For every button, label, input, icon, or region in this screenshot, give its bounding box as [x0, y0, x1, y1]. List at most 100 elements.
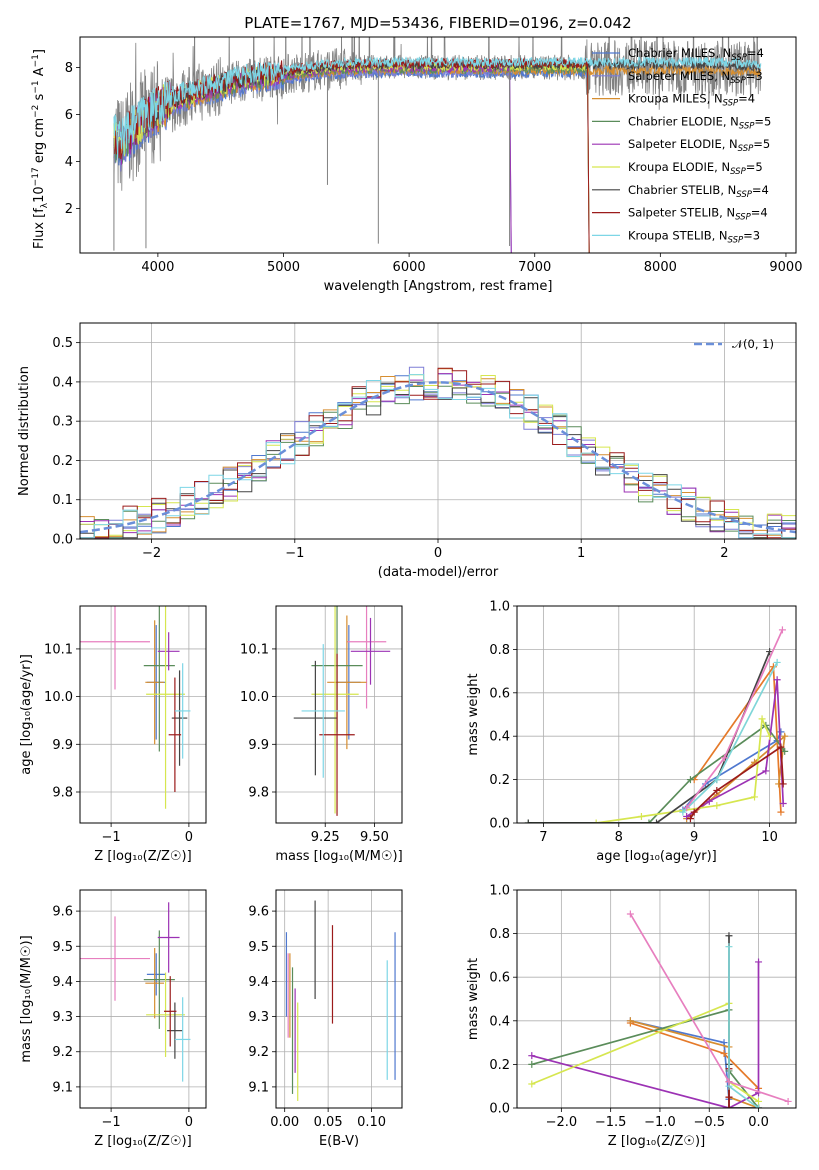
- mass-weight-marker: [781, 747, 789, 755]
- y-axis-label-part: −2: [31, 105, 41, 118]
- legend-text: =5: [746, 160, 763, 174]
- error-bar-point: [146, 953, 166, 996]
- mass-weight-line: [596, 718, 771, 823]
- x-tick-label: −1: [285, 546, 304, 561]
- y-tick-label: 8: [65, 61, 73, 76]
- plot-area: [80, 890, 206, 1108]
- x-axis-label: E(B-V): [319, 1134, 359, 1149]
- y-tick-label: 1.0: [489, 600, 510, 615]
- x-tick-label: 0: [185, 1115, 193, 1130]
- x-tick-label: −1.0: [644, 1115, 676, 1130]
- legend-subscript: SSP: [723, 99, 739, 109]
- legend-text: =5: [753, 137, 770, 151]
- y-tick-label: 9.6: [248, 905, 269, 920]
- y-tick-label: 10.1: [44, 642, 73, 657]
- normal-curve-line: [80, 381, 796, 534]
- x-tick-label: 0.10: [357, 1115, 386, 1130]
- panel-mass-vs-EBV: 0.00 0.05 0.10 9.1 9.2 9.3 9.4 9.5 9.6 E(B-V): [248, 889, 403, 1149]
- legend-text: Salpeter ELODIE, N: [628, 137, 738, 151]
- y-axis-label-part: −17: [31, 167, 41, 186]
- y-tick-label: 9.5: [248, 940, 269, 955]
- x-axis-label: Z [log₁₀(Z/Z☉)]: [94, 849, 191, 864]
- y-tick-label: 9.2: [52, 1045, 73, 1060]
- legend-subscript: SSP: [730, 76, 746, 86]
- legend-text: Chabrier STELIB, N: [628, 183, 736, 197]
- error-bar-point: [143, 606, 175, 752]
- mass-weight-marker: [679, 808, 687, 816]
- legend-entry: Chabrier ELODIE, NSSP=5: [628, 114, 771, 131]
- y-axis-label: age [log₁₀(age/yr)]: [19, 654, 34, 775]
- x-tick-label: −2: [142, 546, 161, 561]
- axes-frame: [275, 889, 403, 1109]
- mass-weight-marker: [637, 812, 645, 820]
- mass-weight-marker: [773, 676, 781, 684]
- x-tick-label: 0.00: [270, 1115, 299, 1130]
- y-tick-label: 9.6: [52, 905, 73, 920]
- mass-weight-marker: [524, 819, 532, 823]
- mass-weight-marker: [778, 626, 786, 634]
- x-tick-label: −1: [102, 830, 121, 845]
- legend-subscript: SSP: [730, 167, 746, 177]
- mass-weight-marker: [720, 1050, 728, 1057]
- y-tick-label: 10.0: [44, 690, 73, 705]
- mass-weight-marker: [725, 1078, 733, 1086]
- legend-entry: Chabrier STELIB, NSSP=4: [628, 183, 769, 200]
- y-tick-label: 0.2: [52, 454, 73, 469]
- mass-weight-line: [528, 724, 786, 823]
- x-tick-label: 9.25: [311, 830, 340, 845]
- legend-entry: Chabrier MILES, NSSP=4: [628, 46, 764, 63]
- panel-age-vs-Z: −1 0 9.8 9.9 10.0 10.1 Z [log₁₀(Z/Z☉)] age [log…: [19, 605, 207, 864]
- legend-text: =4: [747, 46, 764, 60]
- mass-weight-marker: [686, 776, 694, 784]
- y-axis-label-part: −1: [31, 80, 41, 93]
- y-axis-label: mass [log₁₀(M/M☉)]: [19, 935, 34, 1062]
- panel-spectrum: 4000 5000 6000 7000 8000 9000 2 4 6 8 wavelength […: [31, 36, 802, 294]
- x-tick-label: −2.0: [546, 1115, 578, 1130]
- y-tick-label: 0.8: [489, 643, 510, 658]
- legend-text: =4: [738, 92, 755, 106]
- mass-weight-line: [531, 961, 760, 1108]
- legend-text: =3: [743, 228, 760, 242]
- mass-weight-marker: [773, 658, 781, 666]
- y-tick-label: 9.9: [52, 738, 73, 753]
- x-axis-label: (data-model)/error: [378, 565, 499, 580]
- panel-residual-histogram: −2 −1 0 1 2 0.0 0.1 0.2 0.3 0.4 0.5 (data-model)/er…: [17, 322, 797, 580]
- mass-weight-marker: [705, 797, 713, 805]
- x-axis-label: Z [log₁₀(Z/Z☉)]: [94, 1134, 191, 1149]
- legend-text: Chabrier MILES, N: [628, 46, 731, 60]
- x-tick-label: 4000: [141, 260, 174, 275]
- legend-entry: 𝒩(0, 1): [732, 337, 774, 351]
- mass-weight-marker: [592, 819, 600, 823]
- mass-weight-marker: [725, 1093, 733, 1101]
- legend-subscript: SSP: [731, 53, 747, 63]
- x-tick-label: 0.05: [314, 1115, 343, 1130]
- mass-weight-marker: [626, 1017, 634, 1025]
- x-tick-label: −1.5: [595, 1115, 627, 1130]
- mass-weight-marker: [686, 815, 694, 823]
- y-tick-label: 1.0: [489, 884, 510, 899]
- panel-massweight-vs-Z: −2.0 −1.5 −1.0 −0.5 0.0 0.0 0.2 0.4 0.6 0.8 1.0 Z […: [466, 884, 797, 1149]
- y-tick-label: 0.8: [489, 927, 510, 942]
- y-axis-label-part: Flux [f: [32, 208, 47, 249]
- mass-weight-marker: [713, 802, 721, 810]
- legend-text: =5: [754, 114, 771, 128]
- error-bar-point: [174, 663, 191, 759]
- error-bar-point: [157, 632, 180, 671]
- mass-weight-marker: [751, 793, 759, 801]
- legend-subscript: SSP: [738, 144, 754, 154]
- axes-frame: [79, 322, 797, 540]
- x-tick-label: 7000: [518, 260, 551, 275]
- mass-weight-marker: [683, 812, 691, 820]
- y-tick-label: 9.4: [52, 975, 73, 990]
- y-tick-label: 0.5: [52, 336, 73, 351]
- legend-text: =3: [746, 69, 763, 83]
- error-bar-point: [327, 615, 367, 750]
- mass-weight-marker: [766, 732, 774, 740]
- error-bar-point: [168, 677, 182, 792]
- mass-weight-marker: [528, 1060, 536, 1068]
- mass-weight-line: [630, 1022, 760, 1089]
- axes-frame: [275, 605, 403, 824]
- error-bar-point: [301, 644, 345, 778]
- y-tick-label: 6: [65, 108, 73, 123]
